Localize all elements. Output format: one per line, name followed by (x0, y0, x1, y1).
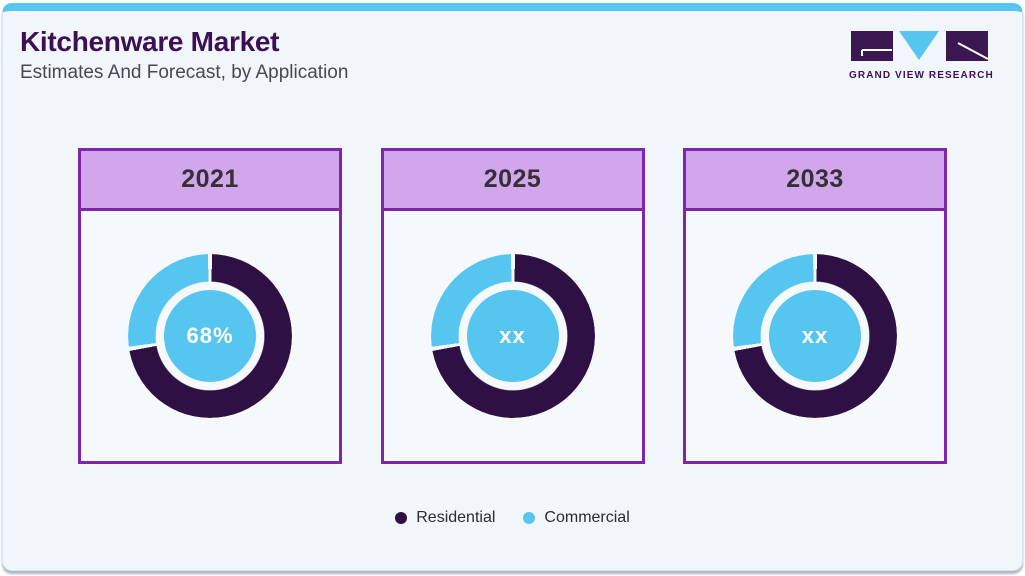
legend-label-residential: Residential (416, 509, 496, 526)
card-2025-year: 2025 (383, 151, 642, 211)
card-2025-body: xx (384, 211, 642, 461)
grand-view-research-logo: GRAND VIEW RESEARCH (849, 30, 994, 81)
year-cards-row: 2021 68% 2025 xx 2033 xx (78, 148, 947, 464)
page-title: Kitchenware Market (20, 26, 280, 57)
donut-center-label-2033: xx (769, 290, 861, 382)
logo-text: GRAND VIEW RESEARCH (849, 70, 994, 81)
legend-label-commercial: Commercial (544, 509, 630, 526)
title-block: Kitchenware Market Estimates And Forecas… (20, 26, 349, 84)
donut-chart-2033: xx (733, 254, 897, 418)
gvr-logo-mark (850, 31, 988, 61)
logo-r-glyph (957, 42, 988, 60)
card-2033: 2033 xx (683, 148, 947, 464)
donut-chart-2021: 68% (128, 254, 292, 418)
card-2025: 2025 xx (380, 148, 645, 464)
logo-g-block (850, 31, 893, 61)
donut-center-label-2025: xx (466, 290, 559, 382)
card-2033-body: xx (686, 211, 944, 461)
card-2021-body: 68% (81, 211, 339, 461)
logo-v-triangle (898, 31, 939, 60)
legend-item-commercial: Commercial (523, 509, 630, 527)
donut-center-label-2021: 68% (164, 290, 256, 382)
donut-chart-2025: xx (430, 254, 595, 418)
legend-item-residential: Residential (395, 509, 495, 527)
card-2033-year: 2033 (686, 151, 944, 211)
card-2021: 2021 68% (78, 148, 342, 464)
commercial-dot-icon (523, 512, 536, 524)
chart-legend: Residential Commercial (0, 509, 1025, 527)
card-2021-year: 2021 (81, 151, 339, 211)
page-subtitle: Estimates And Forecast, by Application (20, 61, 349, 83)
residential-dot-icon (395, 512, 408, 524)
